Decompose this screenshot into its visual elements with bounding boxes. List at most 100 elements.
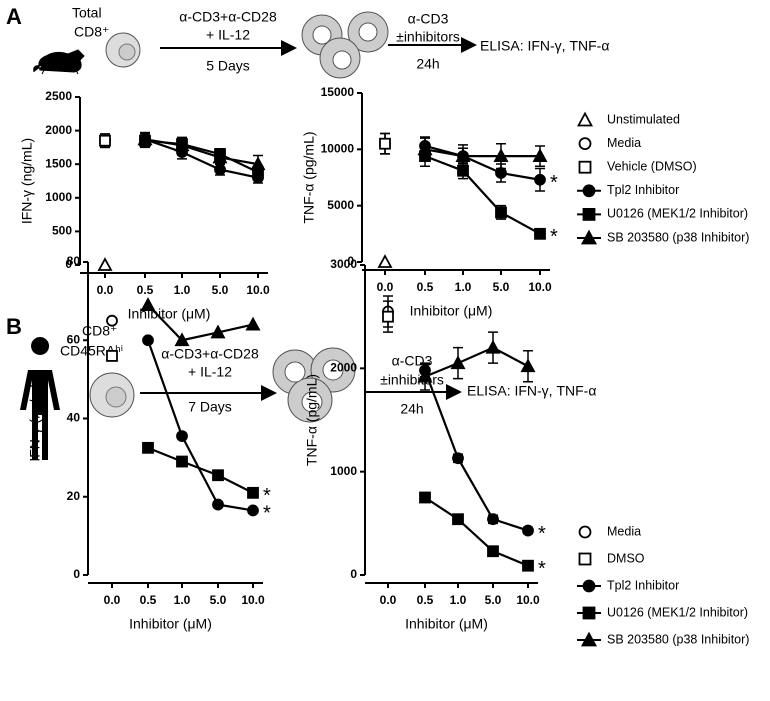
inhibitors: ±inhibitors	[396, 29, 460, 45]
x-tick-label: 5.0	[210, 593, 227, 607]
marker	[379, 137, 391, 150]
x-tick-label: 0.5	[140, 593, 157, 607]
stimulation: α-CD3+α-CD28	[179, 9, 277, 25]
x-tick-label: 10.0	[516, 593, 540, 607]
legend-label: Media	[607, 524, 641, 538]
cytokine: + IL-12	[188, 364, 232, 380]
x-tick-label: 0.0	[377, 280, 394, 294]
marker	[578, 525, 592, 539]
inhibitors: ±inhibitors	[380, 372, 444, 388]
marker	[487, 513, 499, 526]
legend-label: Tpl2 Inhibitor	[607, 578, 679, 592]
marker	[576, 111, 594, 127]
marker	[532, 148, 548, 162]
x-axis-label: Inhibitor (μM)	[405, 616, 488, 632]
marker	[534, 227, 546, 240]
marker	[106, 349, 118, 362]
x-tick-label: 5.0	[212, 283, 229, 297]
y-tick-label: 3000	[330, 257, 357, 271]
significance: *	[263, 485, 271, 507]
readout: ELISA: IFN-γ, TNF-α	[480, 38, 609, 54]
marker	[582, 579, 596, 593]
marker	[176, 430, 188, 443]
marker	[582, 606, 596, 620]
y-tick-label: 5000	[327, 198, 354, 212]
marker	[212, 498, 224, 511]
y-tick-label: 1000	[330, 464, 357, 478]
line	[424, 144, 541, 181]
human-icon	[20, 337, 60, 460]
marker	[97, 257, 113, 271]
legend-label: Media	[607, 136, 641, 150]
cell-nucleus	[105, 386, 127, 408]
x-axis-label: Inhibitor (μM)	[129, 616, 212, 632]
legend-label: U0126 (MEK1/2 Inhibitor)	[607, 605, 748, 619]
marker	[417, 141, 433, 156]
marker	[450, 355, 466, 370]
legend-label: Tpl2 Inhibitor	[607, 183, 679, 197]
x-tick-label: 0.5	[417, 593, 434, 607]
line	[423, 370, 529, 532]
marker	[495, 167, 507, 179]
restim-time: 24h	[400, 401, 423, 417]
marker	[455, 148, 471, 162]
significance: *	[263, 503, 271, 525]
restim: α-CD3	[408, 11, 449, 27]
marker	[487, 545, 499, 558]
activated-cells	[272, 347, 356, 423]
y-tick-label: 2500	[45, 89, 72, 103]
y-tick-label: 20	[67, 489, 81, 503]
y-tick-label: 1000	[45, 190, 72, 204]
x-tick-label: 10.0	[246, 283, 270, 297]
marker	[210, 324, 226, 339]
marker	[582, 207, 596, 221]
legend-label: SB 203580 (p38 Inhibitor)	[607, 632, 749, 646]
marker	[522, 559, 534, 572]
y-tick-label: 500	[52, 224, 72, 238]
y-tick-label: 0	[65, 257, 72, 271]
marker	[212, 469, 224, 482]
marker	[245, 316, 261, 331]
x-tick-label: 1.0	[455, 280, 472, 294]
marker	[419, 491, 431, 504]
y-tick-label: 0	[73, 567, 80, 581]
marker	[176, 455, 188, 468]
y-tick-label: 0	[347, 254, 354, 268]
y-tick-label: 80	[67, 254, 81, 268]
marker	[247, 504, 259, 517]
marker	[495, 206, 507, 219]
activated-cells	[301, 11, 389, 79]
marker	[137, 131, 153, 146]
x-tick-label: 0.0	[104, 593, 121, 607]
x-tick-label: 5.0	[493, 280, 510, 294]
y-axis-label: TNF-α (pg/mL)	[304, 374, 320, 466]
marker	[174, 332, 190, 347]
legend-label: SB 203580 (p38 Inhibitor)	[607, 230, 749, 244]
legend-label: Vehicle (DMSO)	[607, 159, 697, 173]
y-tick-label: 0	[350, 567, 357, 581]
marker	[580, 229, 598, 245]
cell-label: CD8⁺	[74, 24, 109, 40]
x-tick-label: 1.0	[174, 593, 191, 607]
significance: *	[550, 226, 558, 248]
y-axis-label: IFN-γ (ng/mL)	[27, 375, 43, 461]
marker	[452, 513, 464, 526]
marker	[142, 334, 154, 347]
marker	[493, 148, 509, 162]
mouse-icon	[33, 49, 85, 75]
panel-letter: B	[6, 314, 22, 339]
x-tick-label: 0.0	[380, 593, 397, 607]
marker	[578, 160, 592, 174]
legend-label: U0126 (MEK1/2 Inhibitor)	[607, 207, 748, 221]
y-axis-label: IFN-γ (ng/mL)	[19, 138, 35, 224]
y-axis-label: TNF-α (pg/mL)	[301, 131, 317, 223]
marker	[578, 552, 592, 566]
marker	[99, 134, 111, 147]
x-tick-label: 1.0	[450, 593, 467, 607]
line	[147, 446, 254, 494]
marker	[214, 163, 226, 176]
marker	[174, 137, 190, 152]
marker	[522, 524, 534, 537]
cytokine: + IL-12	[206, 27, 250, 43]
